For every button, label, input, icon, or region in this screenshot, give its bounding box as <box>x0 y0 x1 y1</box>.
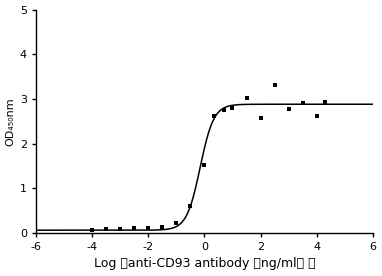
Point <box>89 227 95 232</box>
Point <box>314 114 320 118</box>
Point <box>257 116 264 120</box>
Point <box>230 106 236 110</box>
Point <box>173 221 180 225</box>
Point <box>103 227 109 231</box>
Y-axis label: OD₄₅₀nm: OD₄₅₀nm <box>6 97 16 145</box>
Point <box>272 82 278 87</box>
Point <box>117 227 123 231</box>
Point <box>322 100 328 105</box>
Point <box>187 204 193 208</box>
Point <box>131 226 137 231</box>
Point <box>159 225 165 229</box>
Point <box>211 114 217 118</box>
Point <box>243 96 249 100</box>
Point <box>299 101 306 105</box>
Point <box>201 162 207 167</box>
Point <box>145 226 151 231</box>
Point <box>286 107 292 111</box>
Point <box>221 108 227 112</box>
X-axis label: Log （anti-CD93 antibody （ng/ml） ）: Log （anti-CD93 antibody （ng/ml） ） <box>94 258 315 270</box>
